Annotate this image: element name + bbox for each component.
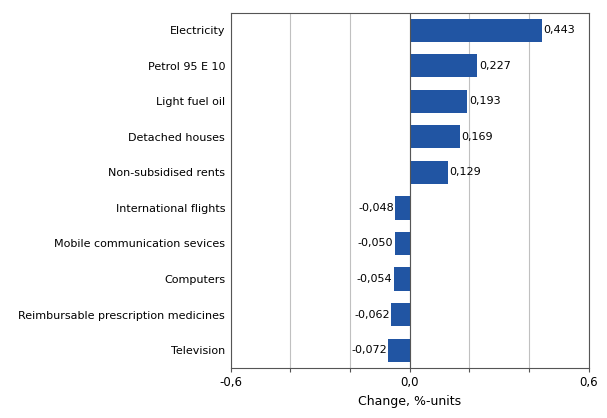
Text: 0,227: 0,227 [479,61,511,71]
Bar [410,54,478,77]
Text: -0,050: -0,050 [358,239,393,248]
Text: 0,443: 0,443 [543,25,575,35]
Text: 0,193: 0,193 [469,97,500,106]
Text: -0,072: -0,072 [351,345,387,355]
Bar [393,268,410,291]
Text: -0,062: -0,062 [354,310,390,319]
Bar [410,125,460,148]
Bar [410,161,448,184]
Text: 0,169: 0,169 [462,132,493,142]
Bar [395,196,410,219]
Text: -0,054: -0,054 [356,274,392,284]
Text: 0,129: 0,129 [450,168,481,177]
Bar [410,90,467,113]
Bar [395,232,410,255]
X-axis label: Change, %-units: Change, %-units [358,395,461,408]
Bar [388,339,410,362]
Bar [410,19,542,42]
Text: -0,048: -0,048 [358,203,394,213]
Bar [392,303,410,326]
